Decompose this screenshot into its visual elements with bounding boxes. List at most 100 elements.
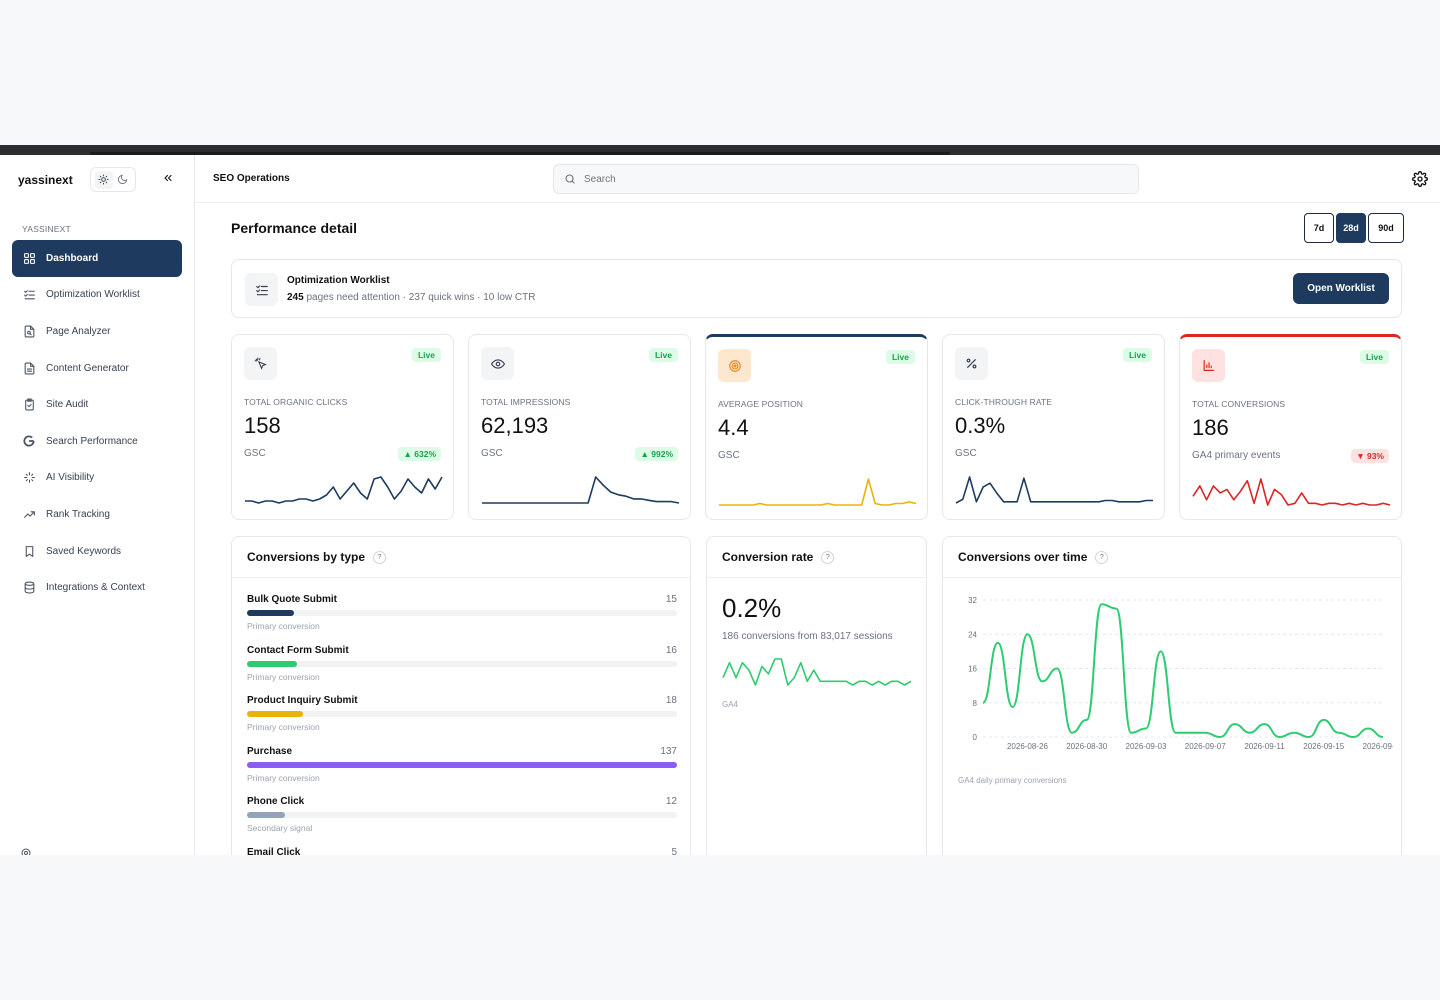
kpi-card-ctr: Live CLICK-THROUGH RATE 0.3% GSC [942, 334, 1165, 520]
open-worklist-button[interactable]: Open Worklist [1293, 273, 1389, 304]
worklist-summary-text: pages need attention · 237 quick wins · … [306, 292, 536, 303]
conversion-count: 5 [671, 846, 677, 856]
sidebar-item-search-performance[interactable]: Search Performance [12, 423, 182, 460]
panel-title: Conversions by type [247, 550, 366, 564]
database-icon [22, 581, 36, 595]
live-badge: Live [885, 350, 915, 364]
kpi-source: GSC [481, 448, 503, 459]
sparkles-icon [22, 471, 36, 485]
sidebar-item-saved-keywords[interactable]: Saved Keywords [12, 533, 182, 570]
moon-icon[interactable] [114, 171, 132, 189]
conversion-bar-track [247, 711, 677, 717]
kpi-label: CLICK-THROUGH RATE [955, 397, 1053, 407]
theme-toggle[interactable] [90, 167, 136, 192]
sidebar-item-label: Saved Keywords [46, 545, 122, 557]
kpi-label: TOTAL IMPRESSIONS [481, 397, 571, 407]
kpi-source: GSC [955, 448, 977, 459]
x-tick-label: 2026-09-19 [1363, 742, 1393, 751]
sidebar-item-integrations-context[interactable]: Integrations & Context [12, 569, 182, 606]
page-title: Performance detail [231, 220, 358, 236]
help-icon[interactable]: ? [373, 550, 387, 564]
conversion-type-row: Email Click5Secondary signal [247, 847, 677, 856]
x-tick-label: 2026-09-11 [1244, 742, 1285, 751]
kpi-sparkline [719, 478, 917, 506]
sidebar-item-rank-tracking[interactable]: Rank Tracking [12, 496, 182, 533]
grid-icon [22, 251, 36, 265]
search-box[interactable] [553, 164, 1139, 194]
live-badge: Live [1122, 348, 1152, 362]
kpi-label: TOTAL ORGANIC CLICKS [244, 397, 348, 407]
conversion-type-label: Secondary signal [247, 823, 313, 833]
sidebar-settings-link[interactable] [20, 847, 32, 855]
date-range-selector: 7d 28d 90d [1302, 213, 1404, 243]
trending-up-icon [22, 507, 36, 521]
live-badge: Live [1359, 350, 1389, 364]
conversion-name: Phone Click [247, 796, 305, 807]
conversions-by-type-panel: Conversions by type? Bulk Quote Submit 15… [231, 536, 691, 855]
conversion-bar-track [247, 660, 677, 667]
sidebar-item-content-generator[interactable]: Content Generator [12, 350, 182, 387]
eye-icon [481, 347, 514, 380]
conversions-line-chart: 0 8 16 24 32 2026-08-26 2026-08-30 2026-09-03 20… [968, 596, 1393, 751]
bar-chart-icon [1192, 349, 1225, 382]
kpi-delta: ▼ 93% [1351, 449, 1389, 463]
sidebar-item-page-analyzer[interactable]: Page Analyzer [12, 313, 182, 350]
kpi-card-organic-clicks: Live TOTAL ORGANIC CLICKS 158 GSC ▲ 632% [231, 334, 454, 520]
live-badge: Live [411, 348, 441, 362]
conversion-type-row: Bulk Quote Submit 15 Primary conversion [247, 594, 677, 631]
range-7d-button[interactable]: 7d [1304, 213, 1334, 243]
sidebar-item-site-audit[interactable]: Site Audit [12, 386, 182, 423]
checklist-icon [22, 288, 36, 302]
conversion-name: Contact Form Submit [247, 644, 349, 656]
chart-caption: GA4 daily primary conversions [958, 776, 1067, 785]
conversion-bar-track [247, 610, 677, 616]
panel-header: Conversions over time? [943, 537, 1401, 578]
conversion-type-label: Primary conversion [247, 722, 320, 732]
collapse-sidebar-icon[interactable] [160, 170, 176, 186]
conversion-bar-track [247, 812, 677, 818]
worklist-count: 245 [287, 292, 304, 303]
conversion-bar-fill [247, 711, 304, 717]
sun-icon[interactable] [94, 170, 113, 189]
help-icon[interactable]: ? [821, 550, 835, 564]
x-tick-label: 2026-09-15 [1303, 742, 1344, 751]
conversion-bar-fill [247, 761, 677, 768]
sidebar-item-label: Search Performance [46, 435, 138, 447]
sparkline-path [719, 478, 917, 506]
conversion-name: Product Inquiry Submit [247, 695, 358, 706]
range-90d-button[interactable]: 90d [1368, 213, 1404, 243]
sidebar-item-dashboard[interactable]: Dashboard [12, 240, 182, 277]
range-28d-button[interactable]: 28d [1336, 213, 1366, 243]
worklist-title: Optimization Worklist [287, 275, 390, 286]
conversion-rate-subtitle: 186 conversions from 83,017 sessions [722, 631, 893, 642]
conversion-type-row: Purchase 137 Primary conversion [247, 746, 677, 783]
y-tick-label: 16 [968, 665, 977, 674]
live-badge: Live [648, 348, 678, 362]
sidebar-item-label: Site Audit [46, 399, 89, 411]
gear-icon[interactable] [1412, 171, 1428, 187]
conversion-type-row: Phone Click 12 Secondary signal [247, 796, 677, 833]
conversion-type-label: Primary conversion [247, 671, 320, 682]
y-tick-label: 32 [968, 596, 977, 605]
kpi-card-conversions: Live TOTAL CONVERSIONS 186 GA4 primary e… [1179, 334, 1402, 520]
conversion-type-label: Primary conversion [247, 772, 320, 783]
kpi-card-average-position: Live AVERAGE POSITION 4.4 GSC [705, 334, 928, 520]
conversion-bar-fill [247, 610, 295, 616]
kpi-value: 62,193 [481, 413, 549, 438]
worklist-summary: 245 pages need attention · 237 quick win… [287, 292, 535, 303]
search-input[interactable] [584, 173, 1084, 185]
conversion-bar-fill [247, 660, 298, 667]
gear-icon [21, 848, 31, 855]
sidebar-item-label: AI Visibility [46, 472, 95, 484]
sidebar-item-label: Content Generator [46, 362, 129, 374]
sidebar: yassinext YASSINEXT Dashboard Optimizati… [0, 155, 195, 855]
sidebar-item-optimization-worklist[interactable]: Optimization Worklist [12, 277, 182, 314]
conversions-over-time-panel: Conversions over time? 0 8 16 24 32 2026-08-2… [942, 536, 1402, 855]
sparkline-path [245, 476, 443, 504]
conversion-name: Bulk Quote Submit [247, 594, 337, 605]
help-icon[interactable]: ? [1095, 550, 1109, 564]
sidebar-item-ai-visibility[interactable]: AI Visibility [12, 460, 182, 497]
kpi-delta: ▲ 992% [635, 447, 678, 461]
kpi-label: AVERAGE POSITION [718, 399, 804, 409]
search-icon [565, 174, 575, 184]
